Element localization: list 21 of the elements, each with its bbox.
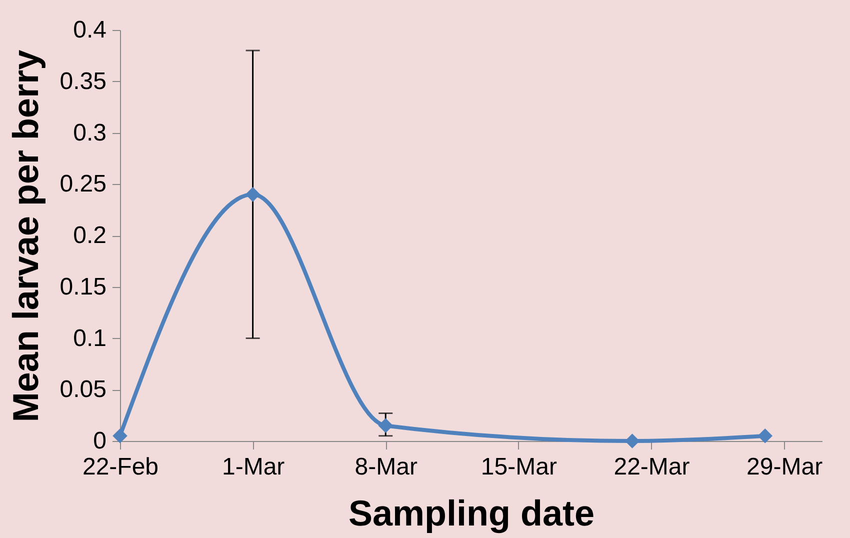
x-tick-label: 22-Mar xyxy=(614,454,690,480)
x-tick-label: 15-Mar xyxy=(480,454,557,480)
x-tick-label: 22-Feb xyxy=(82,454,159,480)
y-tick-label: 0.2 xyxy=(73,222,106,249)
y-tick-label: 0.15 xyxy=(60,273,106,300)
y-tick-label: 0.1 xyxy=(73,324,106,352)
y-tick-label: 0.35 xyxy=(60,68,106,95)
y-tick-label: 0.05 xyxy=(60,376,106,404)
x-tick-label: 8-Mar xyxy=(354,454,418,480)
y-axis-title: Mean larvae per berry xyxy=(4,50,46,422)
y-tick-label: 0.4 xyxy=(73,16,106,44)
y-tick-label: 0.25 xyxy=(60,170,106,198)
y-tick-label: 0.3 xyxy=(73,119,106,146)
point xyxy=(758,428,772,444)
point xyxy=(378,418,394,434)
x-axis-title: Sampling date xyxy=(348,492,595,534)
x-tick-label: 29-Mar xyxy=(746,454,823,480)
y-tick-label: 0 xyxy=(93,428,106,454)
point xyxy=(245,186,260,202)
point xyxy=(624,434,640,448)
x-tick-label: 1-Mar xyxy=(222,454,285,480)
